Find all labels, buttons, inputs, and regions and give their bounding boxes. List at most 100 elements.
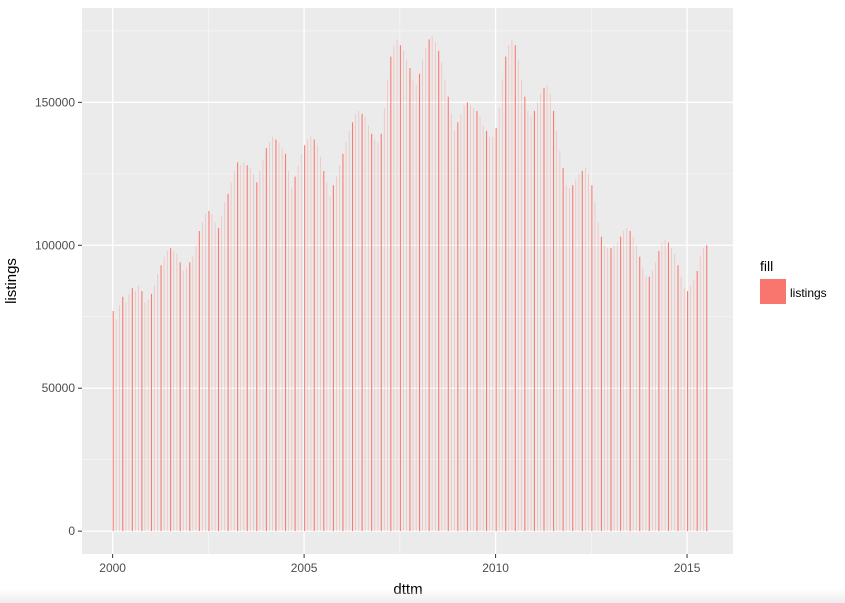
bar	[635, 245, 637, 532]
bar	[616, 242, 618, 532]
bar	[431, 36, 433, 532]
bar	[597, 222, 599, 532]
bar	[434, 42, 436, 532]
bar	[674, 253, 676, 532]
bar	[645, 276, 647, 532]
bar	[511, 39, 513, 532]
bar	[533, 110, 535, 532]
bar	[115, 319, 117, 532]
bar	[288, 170, 289, 532]
bar	[176, 253, 178, 532]
bar	[211, 213, 213, 532]
bar	[256, 182, 258, 532]
bar	[632, 236, 634, 532]
bar	[428, 39, 430, 532]
legend-key-swatch	[760, 279, 786, 304]
bar	[393, 45, 395, 532]
bar	[671, 248, 672, 532]
bar	[304, 145, 306, 532]
y-tick-label: 150000	[35, 95, 75, 109]
bar	[607, 248, 609, 532]
bar	[313, 139, 315, 532]
y-tick-label: 100000	[35, 238, 75, 252]
bar	[690, 285, 692, 532]
bar	[549, 93, 551, 532]
x-tick-label: 2005	[291, 561, 318, 575]
bottom-fade	[0, 589, 845, 603]
bar	[348, 130, 350, 532]
bar	[661, 242, 663, 532]
bar	[198, 230, 200, 532]
bar	[696, 270, 698, 532]
bar	[530, 116, 532, 532]
bar	[358, 110, 360, 532]
bar	[667, 242, 669, 532]
bar	[450, 113, 452, 532]
y-tick-label: 50000	[42, 381, 76, 395]
bar	[383, 108, 385, 532]
bar	[208, 210, 210, 532]
bar	[457, 122, 459, 532]
y-axis-title: listings	[3, 258, 20, 304]
bar	[626, 228, 628, 532]
bar	[600, 236, 602, 532]
bar	[505, 56, 507, 532]
bar	[610, 248, 612, 532]
bar	[355, 113, 356, 532]
bar	[367, 125, 369, 532]
legend-title: fill	[760, 258, 773, 274]
bar	[281, 148, 283, 532]
bar	[683, 288, 685, 532]
bar	[508, 45, 510, 532]
x-axis: 2000 2005 2010 2015	[99, 554, 701, 575]
bar	[396, 39, 398, 532]
bar	[141, 291, 143, 532]
bar	[122, 296, 124, 532]
bar	[125, 302, 127, 532]
y-axis: 0 50000 100000 150000	[35, 95, 82, 538]
bar	[613, 245, 615, 532]
bar	[699, 256, 701, 532]
bar	[224, 202, 226, 532]
bar	[553, 110, 555, 532]
bar	[320, 156, 321, 532]
bar	[495, 128, 497, 532]
bar	[364, 116, 366, 532]
bar	[664, 239, 666, 532]
bar	[259, 170, 261, 532]
bar	[482, 125, 484, 532]
bar	[479, 116, 481, 532]
bar	[588, 173, 589, 532]
bar	[214, 222, 216, 532]
bar	[447, 96, 449, 532]
bar	[189, 262, 191, 532]
bar	[186, 268, 187, 532]
bar	[128, 293, 130, 532]
bar	[284, 153, 287, 532]
bar	[568, 188, 570, 532]
bar	[524, 96, 526, 532]
bar	[498, 108, 500, 532]
bar	[361, 113, 363, 532]
bar	[323, 170, 325, 532]
bar	[527, 110, 529, 532]
bar	[329, 196, 331, 532]
bar	[275, 139, 277, 532]
bar	[425, 48, 427, 532]
bar	[501, 79, 503, 532]
bar	[265, 148, 267, 532]
bar	[444, 79, 446, 532]
x-tick-label: 2000	[99, 561, 126, 575]
bar	[492, 136, 494, 532]
bar	[629, 230, 631, 532]
bar	[537, 102, 538, 532]
bar	[278, 142, 280, 532]
bar	[581, 170, 583, 532]
bar	[623, 230, 625, 532]
bar	[119, 305, 120, 532]
bar	[399, 45, 401, 532]
bar	[470, 105, 471, 532]
bar	[466, 102, 468, 532]
bar	[680, 276, 682, 532]
